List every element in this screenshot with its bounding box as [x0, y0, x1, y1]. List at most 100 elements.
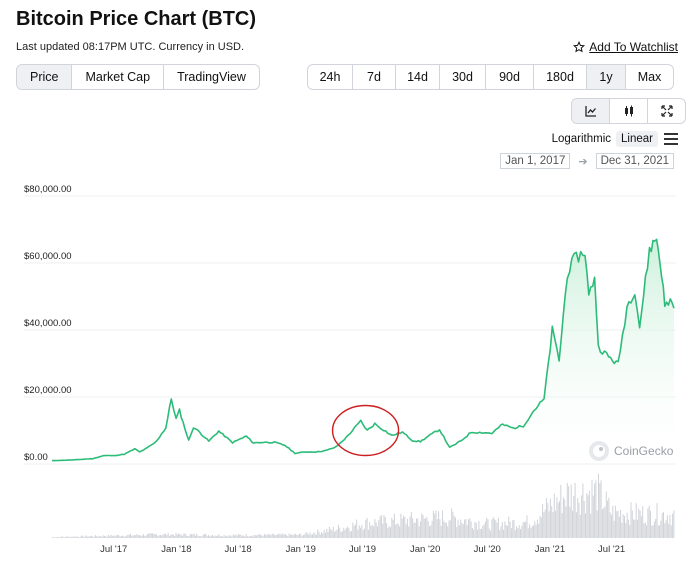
volume-bar [219, 536, 221, 538]
volume-bar [115, 535, 117, 538]
volume-bar [330, 529, 332, 538]
volume-bar [141, 535, 143, 538]
volume-bar [232, 534, 234, 538]
volume-bar [594, 483, 596, 538]
volume-bar [113, 536, 115, 538]
volume-bar [87, 536, 89, 538]
volume-bar [107, 534, 109, 538]
volume-bar [223, 534, 225, 538]
volume-bar [600, 480, 602, 538]
volume-bar [444, 522, 446, 538]
date-from-input[interactable]: Jan 1, 2017 [500, 153, 571, 169]
volume-bar [396, 523, 398, 538]
range-7d[interactable]: 7d [353, 65, 396, 89]
fullscreen-button[interactable] [648, 99, 685, 123]
line-chart-button[interactable] [572, 99, 610, 123]
volume-bar [135, 535, 137, 538]
volume-bar [304, 534, 306, 538]
volume-bar [308, 535, 310, 538]
volume-bar [243, 535, 245, 538]
range-180d[interactable]: 180d [534, 65, 587, 89]
y-tick-label: $60,000.00 [24, 251, 72, 262]
volume-bar [665, 520, 667, 538]
x-tick-label: Jul '20 [474, 544, 501, 555]
volume-bar [133, 535, 135, 538]
volume-bar [556, 497, 558, 538]
volume-bar [153, 533, 155, 538]
volume-bar [549, 498, 551, 538]
volume-bar [501, 521, 503, 538]
volume-bar [626, 512, 628, 538]
volume-bar [293, 534, 295, 538]
range-30d[interactable]: 30d [440, 65, 486, 89]
line-chart-icon [584, 106, 596, 117]
volume-bar [477, 529, 479, 538]
volume-bar [208, 534, 209, 538]
volume-bar [382, 523, 384, 538]
volume-bar [462, 524, 464, 538]
volume-bar [374, 519, 376, 538]
logarithmic-option[interactable]: Logarithmic [551, 133, 612, 145]
volume-bar [535, 524, 537, 538]
volume-bar [553, 493, 555, 538]
x-axis-labels: Jul '17 Jan '18 Jul '18 Jan '19 Jul '19 Jan '… [100, 544, 625, 555]
volume-bar [560, 484, 562, 538]
volume-bar [371, 524, 373, 538]
hamburger-menu-icon[interactable] [664, 133, 678, 145]
volume-bar [188, 535, 190, 538]
volume-bar [318, 531, 320, 538]
volume-bar [254, 535, 256, 538]
volume-bar [119, 536, 121, 538]
volume-bar [455, 517, 456, 538]
tab-price[interactable]: Price [17, 65, 73, 89]
volume-bar [599, 483, 601, 538]
volume-bar [196, 533, 198, 538]
range-max[interactable]: Max [637, 70, 662, 84]
volume-bar [643, 523, 645, 538]
volume-bar [607, 500, 609, 538]
range-24h[interactable]: 24h [308, 65, 353, 89]
volume-bar [608, 497, 610, 538]
volume-bar [59, 537, 61, 538]
volume-bar [319, 534, 321, 538]
volume-bar [521, 526, 523, 538]
volume-bar [326, 528, 328, 538]
add-to-watchlist-link[interactable]: Add To Watchlist [573, 40, 678, 54]
tab-market-cap[interactable]: Market Cap [72, 65, 165, 89]
range-90d[interactable]: 90d [486, 65, 534, 89]
volume-bar [302, 534, 304, 538]
volume-bar [656, 503, 658, 538]
volume-bar [418, 526, 420, 538]
volume-bar [143, 534, 144, 538]
volume-bar [505, 525, 507, 538]
volume-bar [377, 526, 378, 538]
volume-bar [434, 513, 436, 538]
volume-bar [315, 534, 317, 538]
volume-bar [145, 535, 147, 538]
volume-bar [495, 520, 497, 538]
candlestick-button[interactable] [610, 99, 648, 123]
volume-bar [367, 529, 369, 538]
volume-bar [375, 522, 377, 538]
volume-bar [653, 521, 655, 538]
volume-bar [222, 536, 224, 538]
volume-bar [484, 521, 486, 538]
volume-bar [91, 535, 92, 538]
volume-bar [111, 535, 113, 538]
range-1y[interactable]: 1y [587, 65, 626, 89]
linear-option[interactable]: Linear [616, 131, 658, 147]
volume-bar [189, 534, 191, 538]
volume-bar [596, 510, 598, 538]
range-14d[interactable]: 14d [396, 65, 440, 89]
volume-bar [475, 522, 477, 538]
date-to-input[interactable]: Dec 31, 2021 [595, 153, 674, 169]
volume-bar [543, 512, 545, 538]
volume-bar [172, 534, 174, 538]
volume-bar [284, 533, 286, 538]
volume-bar [79, 537, 81, 538]
volume-bar [57, 537, 59, 538]
tab-tradingview[interactable]: TradingView [177, 70, 246, 84]
chart-view-icons [571, 98, 686, 124]
volume-bar [388, 526, 390, 538]
